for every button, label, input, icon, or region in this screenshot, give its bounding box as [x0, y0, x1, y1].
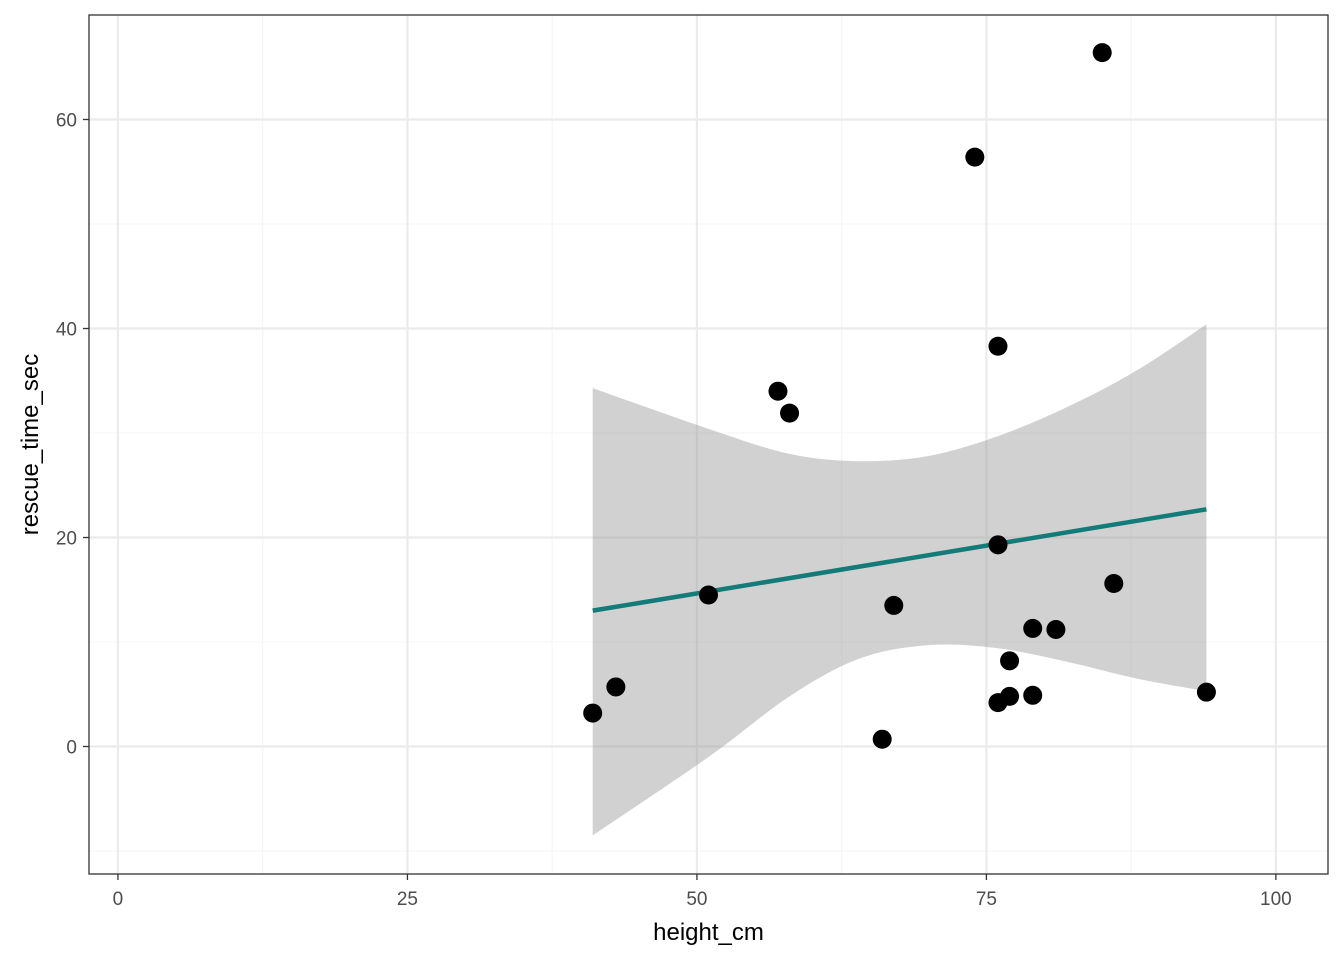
minor-gridlines	[89, 15, 1328, 874]
panel-border	[88, 14, 1329, 875]
y-axis-title: rescue_time_sec	[17, 354, 44, 535]
data-point	[768, 381, 788, 401]
data-point	[606, 677, 626, 697]
y-tick-label: 40	[56, 320, 77, 341]
x-tick-label: 0	[113, 889, 124, 910]
data-point	[1000, 686, 1020, 706]
confidence-band	[592, 324, 1207, 836]
y-tick-label: 20	[56, 529, 77, 550]
data-point	[1092, 43, 1112, 63]
data-point	[583, 703, 603, 723]
data-point	[1196, 682, 1216, 702]
data-point	[1046, 619, 1066, 639]
data-point	[872, 729, 892, 749]
fit-line	[592, 507, 1207, 613]
x-tick-label: 50	[686, 889, 707, 910]
data-point	[1000, 651, 1020, 671]
data-point	[1023, 685, 1043, 705]
data-point	[988, 336, 1008, 356]
x-tick-label: 75	[976, 889, 997, 910]
data-point	[988, 535, 1008, 555]
data-point	[699, 585, 718, 605]
data-point	[1023, 618, 1043, 638]
points-layer	[583, 43, 1216, 749]
x-tick-label: 100	[1260, 889, 1292, 910]
data-point	[884, 595, 904, 615]
data-point	[780, 403, 800, 423]
x-tick-label: 25	[397, 889, 418, 910]
confidence-band-layer	[592, 324, 1207, 836]
x-axis-ticks: 0 25 50 75 100	[113, 874, 1292, 910]
major-gridlines	[89, 15, 1328, 874]
y-axis-ticks: 0 20 40 60	[56, 111, 89, 759]
y-tick-label: 60	[56, 111, 77, 132]
y-tick-label: 0	[66, 738, 77, 759]
data-point	[965, 147, 985, 167]
fit-line-layer	[592, 507, 1207, 613]
x-axis-title: height_cm	[653, 919, 764, 946]
data-point	[1104, 573, 1124, 593]
